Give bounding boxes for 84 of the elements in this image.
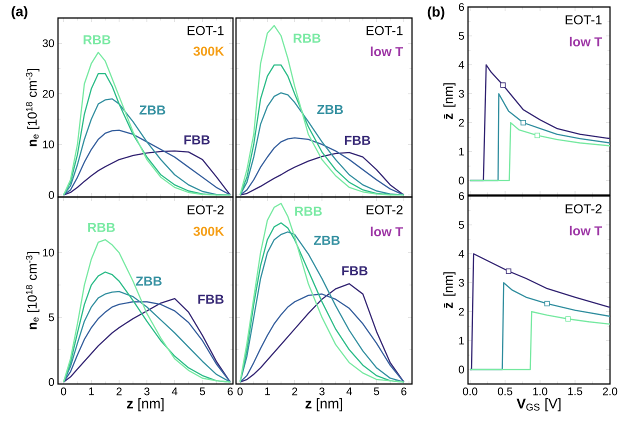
x-axis-title: z [nm] [127, 398, 164, 412]
x-tick-label: 4 [346, 388, 352, 396]
line-series [469, 311, 610, 370]
series-label: FBB [198, 294, 224, 304]
y-tick-label: 2 [458, 118, 464, 127]
series-label: RBB [88, 222, 115, 232]
y-tick-label: 1 [459, 336, 464, 344]
x-axis-title: z [nm] [306, 398, 342, 412]
line-series [62, 130, 231, 196]
line-series [469, 122, 610, 182]
point [520, 120, 526, 126]
y-axis-title: z̄ [nm] [443, 83, 456, 120]
text: 300K [193, 46, 224, 56]
series-label: FBB [184, 135, 210, 144]
y-axis-title: n$_{e}$ [10$^{18}$ cm$^{-3}$] [26, 68, 40, 146]
x-tick-label: 6 [228, 388, 233, 396]
y-tick-label: 3 [458, 278, 464, 287]
chart-title: EOT-2 [188, 205, 224, 214]
x-tick-label: 5 [374, 388, 380, 396]
y-tick-label: 6 [458, 192, 464, 200]
x-tick-label: 1 [89, 388, 94, 396]
y-tick-label: 4 [458, 61, 464, 69]
text: low T [370, 46, 404, 56]
line-series [62, 239, 231, 383]
series-label: FBB [344, 136, 370, 145]
y-tick-label: 0 [458, 176, 464, 184]
series-label: RBB [84, 35, 110, 44]
point [506, 268, 512, 274]
point [534, 132, 540, 138]
y-tick-label: 20 [42, 90, 54, 98]
y-tick-label: 5 [458, 32, 464, 40]
text: low T [570, 226, 602, 236]
y-axis-title: n$_{e}$ [10$^{18}$ cm$^{-3}$] [26, 252, 40, 330]
y-tick-label: 5 [458, 221, 464, 229]
chart-title: EOT-1 [566, 15, 602, 24]
y-axis-title: z̄ [nm] [443, 272, 456, 308]
text: (a) [12, 6, 28, 20]
text: 300K [193, 226, 224, 236]
series-label: RBB [294, 34, 320, 43]
x-tick-label: 3 [319, 388, 325, 396]
y-tick-label: 4 [458, 250, 464, 258]
x-tick-label: 0.0 [462, 388, 478, 396]
y-tick-label: 2 [458, 308, 464, 316]
y-tick-label: 0 [48, 191, 54, 199]
y-tick-label: 0 [48, 378, 54, 386]
x-tick-label: 5 [200, 388, 206, 396]
text: (b) [428, 6, 444, 20]
x-tick-label: 0 [60, 388, 66, 396]
chart-title: EOT-1 [366, 26, 403, 36]
y-tick-label: 6 [458, 3, 464, 11]
series-label: ZBB [136, 276, 162, 286]
y-tick-label: 0 [458, 366, 464, 374]
series-label: ZBB [139, 106, 166, 114]
x-tick-label: 6 [401, 388, 406, 396]
x-tick-label: 0.5 [498, 388, 512, 396]
y-tick-label: 30 [42, 39, 54, 48]
chart-title: EOT-1 [188, 26, 224, 36]
x-tick-label: 4 [172, 388, 178, 396]
x-tick-label: 1.0 [533, 388, 548, 396]
series-label: ZBB [314, 236, 340, 245]
text: low T [370, 226, 404, 236]
y-tick-label: 10 [43, 140, 54, 148]
x-tick-label: 2.0 [602, 388, 618, 396]
line-series [62, 98, 231, 196]
series-label: FBB [342, 266, 368, 276]
y-tick-label: 1 [459, 148, 464, 156]
series-label: ZBB [317, 105, 343, 114]
chart-title: EOT-2 [366, 205, 403, 214]
x-tick-label: 2 [116, 388, 122, 396]
y-tick-label: 10 [43, 248, 54, 257]
x-tick-label: 2 [292, 388, 298, 396]
chart-title: EOT-2 [566, 204, 602, 214]
x-tick-label: 0 [237, 388, 243, 396]
x-tick-label: 1.5 [568, 388, 582, 396]
y-tick-label: 5 [48, 314, 54, 322]
y-tick-label: 3 [458, 90, 464, 98]
x-axis-title: V$_{GS}$ [V] [516, 398, 561, 412]
x-tick-label: 1 [265, 388, 270, 396]
point [544, 300, 550, 306]
point [565, 316, 571, 322]
series-label: RBB [295, 206, 322, 216]
text: low T [570, 36, 602, 46]
point [500, 82, 506, 88]
x-tick-label: 3 [144, 388, 150, 396]
